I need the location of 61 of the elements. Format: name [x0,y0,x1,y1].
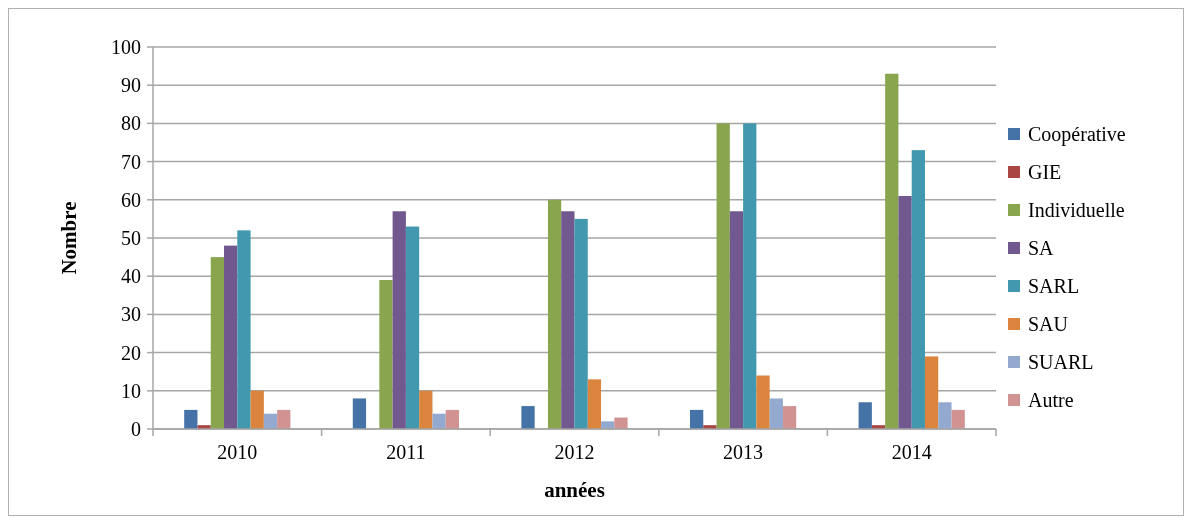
legend-label: SAU [1028,313,1069,335]
legend-label: Individuelle [1028,199,1125,221]
legend-label: Autre [1028,389,1074,411]
y-tick-label: 70 [121,150,141,173]
bar [911,150,925,429]
bar [756,375,770,429]
y-tick-label: 100 [111,36,141,58]
y-tick-label: 60 [121,188,141,211]
x-tick-label: 2010 [217,441,258,463]
bar [237,230,251,429]
bar [614,417,628,429]
bar [898,195,912,429]
y-tick-label: 40 [121,265,141,288]
bar [716,123,730,429]
bar [561,211,575,429]
y-tick-label: 30 [121,303,141,326]
legend-label: SARL [1028,275,1080,297]
bar [250,390,264,429]
bar [379,280,393,429]
y-tick-label: 50 [121,227,141,249]
bar [885,73,899,429]
legend-label: GIE [1028,161,1062,183]
bar [521,406,535,429]
bar [547,199,562,429]
x-tick-label: 2013 [723,441,764,463]
bar [729,211,744,429]
y-axis-title: Nombre [57,201,81,275]
y-tick-label: 0 [131,418,141,440]
bar [263,413,278,429]
bar [184,409,198,429]
bar [432,413,446,429]
bar [445,409,460,429]
bar [210,257,225,429]
bar [574,218,588,429]
y-tick-label: 10 [121,379,141,402]
bar [858,402,872,429]
x-tick-label: 2011 [386,441,426,463]
bar [743,123,757,429]
bar [689,409,704,429]
bar [352,398,367,429]
legend-label: Coopérative [1028,123,1126,146]
bar [938,402,952,429]
bar [392,211,406,429]
bar [419,390,433,429]
legend-label: SUARL [1028,351,1094,373]
y-tick-label: 90 [121,74,141,97]
bar [924,356,939,429]
bar [224,245,238,429]
bar [587,379,602,429]
x-tick-label: 2012 [554,441,595,463]
y-tick-label: 20 [121,341,141,364]
y-tick-label: 80 [121,112,141,135]
x-tick-label: 2014 [891,441,932,463]
legend-label: SA [1028,237,1055,259]
x-axis-title: années [544,478,605,502]
bar [601,421,615,429]
bar [769,398,783,429]
bar [405,226,420,429]
bar [277,409,291,429]
bar [782,406,797,429]
bar [951,409,965,429]
